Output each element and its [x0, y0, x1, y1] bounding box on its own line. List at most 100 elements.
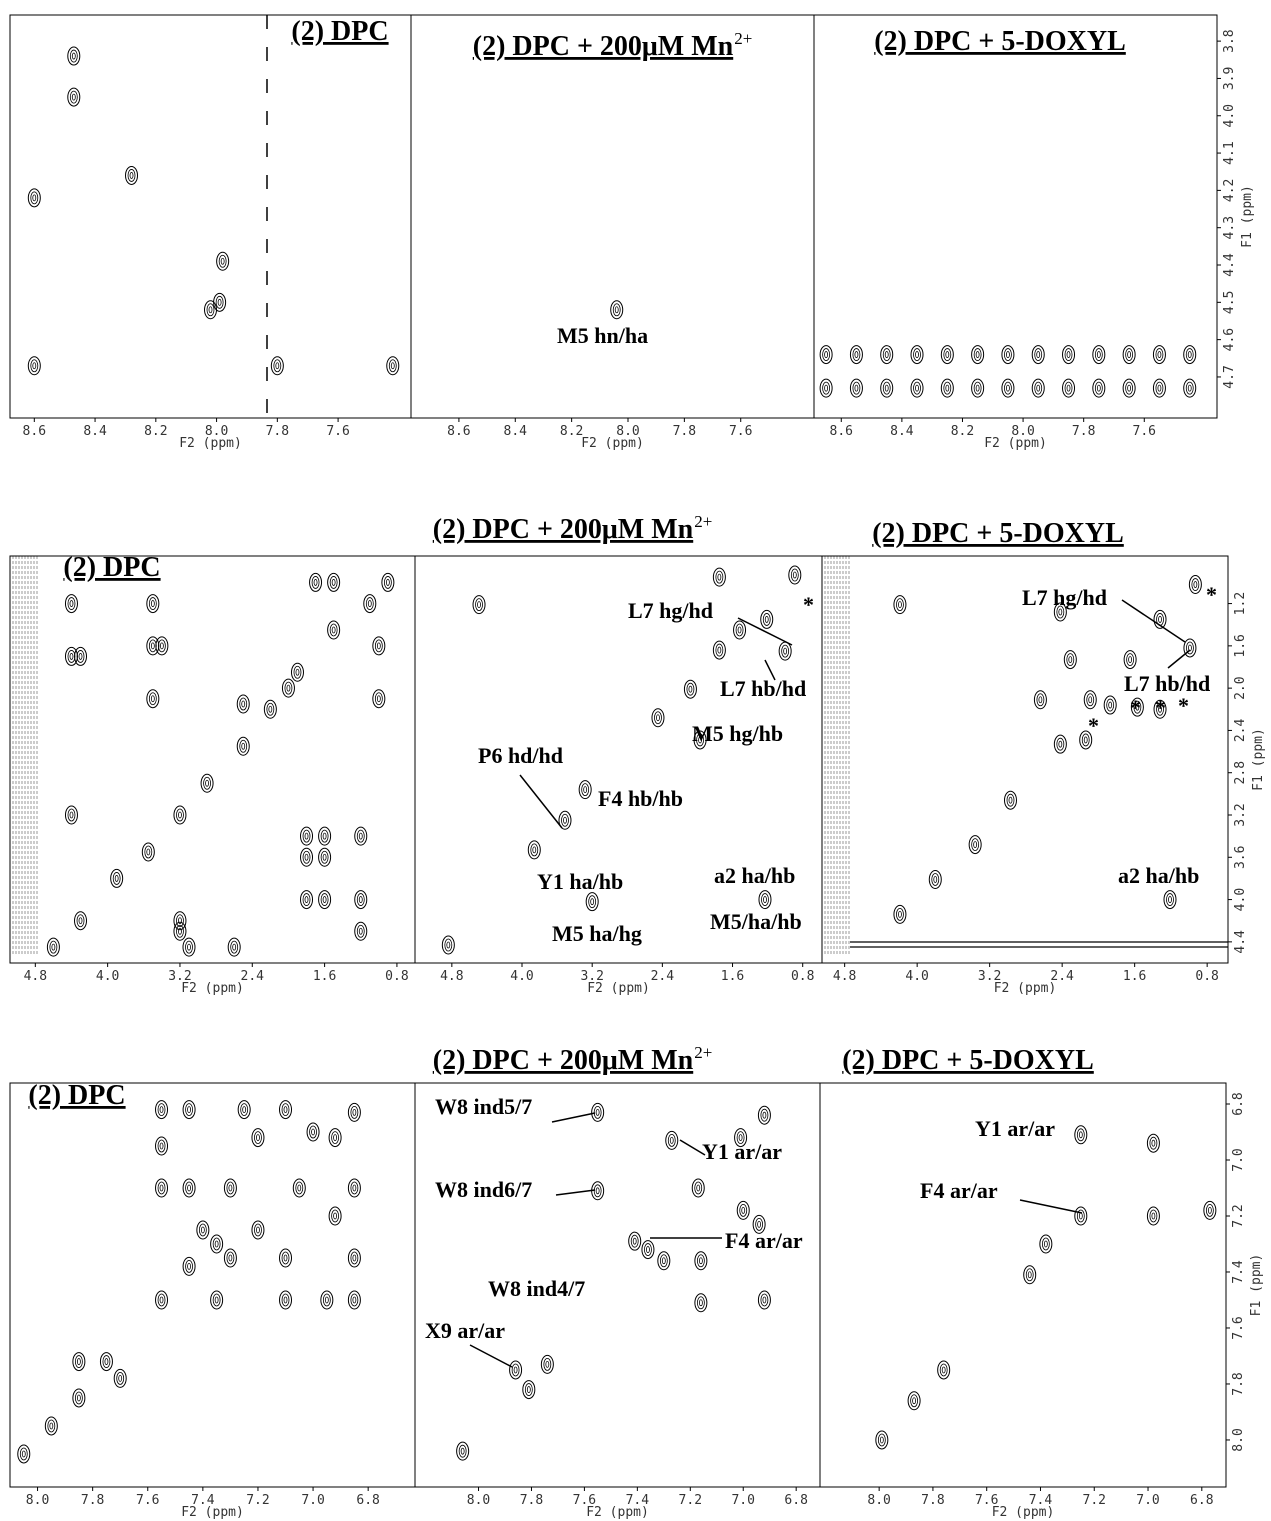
y-tick-label: 2.0	[1233, 676, 1248, 699]
contour-ring	[323, 1294, 330, 1306]
x-tick-label: 7.0	[731, 1493, 754, 1508]
x-tick-label: 7.8	[673, 424, 696, 439]
contour-ring	[201, 1227, 204, 1233]
contour-ring	[185, 941, 192, 953]
contour-ring	[158, 1140, 165, 1152]
figure: 8.68.48.28.07.87.6F2 (ppm)(2) DPC8.68.48…	[0, 0, 1271, 1521]
y-axis-label: F1 (ppm)	[1251, 728, 1266, 791]
contour-ring	[1157, 613, 1164, 625]
contour-ring	[160, 643, 163, 649]
contour-ring	[149, 640, 156, 652]
contour-ring	[70, 50, 77, 62]
x-tick-label: 7.2	[679, 1493, 702, 1508]
contour-ring	[50, 1423, 53, 1429]
contour-ring	[944, 349, 951, 361]
contour-ring	[79, 653, 82, 659]
leader-line	[556, 1190, 595, 1195]
x-axis-label: F2 (ppm)	[994, 981, 1057, 996]
contour-ring	[256, 1135, 259, 1141]
contour-ring	[105, 1359, 108, 1365]
contour-ring	[1006, 352, 1009, 358]
contour-ring	[1079, 1213, 1082, 1219]
contour-ring	[151, 601, 154, 607]
contour-ring	[77, 650, 84, 662]
contour-ring	[267, 703, 274, 715]
x-tick-label: 7.6	[326, 424, 349, 439]
contour-ring	[368, 601, 371, 607]
contour-ring	[670, 1137, 673, 1143]
contour-ring	[130, 172, 133, 178]
x-tick-label: 1.6	[313, 969, 336, 984]
contour-ring	[644, 1244, 651, 1256]
contour-ring	[1186, 382, 1193, 394]
contour-ring	[1107, 699, 1114, 711]
contour-ring	[761, 1109, 768, 1121]
x-axis-label: F2 (ppm)	[179, 436, 242, 451]
x-tick-label: 7.8	[81, 1493, 104, 1508]
peak-annotation: L7 hb/hd	[720, 676, 806, 701]
contour-ring	[240, 698, 247, 710]
x-tick-label: 7.0	[301, 1493, 324, 1508]
contour-ring	[1009, 797, 1012, 803]
y-tick-label: 8.0	[1231, 1428, 1246, 1451]
contour-ring	[563, 817, 566, 823]
contour-ring	[33, 195, 36, 201]
contour-ring	[596, 1188, 599, 1194]
contour-ring	[332, 1210, 339, 1222]
contour-ring	[934, 876, 937, 882]
contour-ring	[1035, 349, 1042, 361]
contour-ring	[531, 844, 538, 856]
contour-ring	[1150, 1137, 1157, 1149]
contour-ring	[160, 1107, 163, 1113]
contour-ring	[699, 1300, 702, 1306]
peak-annotation: W8 ind5/7	[435, 1094, 532, 1119]
peak-annotation: L7 hb/hd	[1124, 671, 1210, 696]
contour-ring	[1186, 349, 1193, 361]
contour-ring	[914, 349, 921, 361]
contour-ring	[896, 908, 903, 920]
contour-ring	[1004, 382, 1011, 394]
contour-ring	[243, 1107, 246, 1113]
contour-ring	[68, 598, 75, 610]
contour-ring	[147, 849, 150, 855]
contour-ring	[186, 1104, 193, 1116]
x-tick-label: 7.8	[1072, 424, 1095, 439]
x-tick-label: 7.6	[1133, 424, 1156, 439]
contour-ring	[231, 941, 238, 953]
contour-ring	[1095, 382, 1102, 394]
contour-ring	[1095, 349, 1102, 361]
panel-title: (2) DPC + 5-DOXYL	[842, 1045, 1094, 1076]
y-tick-label: 3.2	[1233, 803, 1248, 826]
x-tick-label: 8.6	[23, 424, 46, 439]
contour-ring	[913, 1398, 916, 1404]
y-tick-label: 7.2	[1231, 1204, 1246, 1227]
peak-annotation: *	[1178, 693, 1189, 718]
contour-ring	[940, 1364, 947, 1376]
contour-ring	[1084, 737, 1087, 743]
contour-ring	[206, 780, 209, 786]
leader-line	[470, 1345, 512, 1367]
contour-ring	[285, 682, 292, 694]
y-tick-label: 4.3	[1222, 216, 1237, 239]
contour-ring	[332, 579, 335, 585]
contour-ring	[282, 1104, 289, 1116]
contour-ring	[149, 598, 156, 610]
contour-ring	[353, 1109, 356, 1115]
y-tick-label: 4.1	[1222, 141, 1237, 164]
contour-ring	[33, 363, 36, 369]
contour-ring	[946, 352, 949, 358]
contour-ring	[972, 839, 979, 851]
contour-ring	[77, 1359, 80, 1365]
contour-ring	[885, 352, 888, 358]
contour-ring	[284, 1297, 287, 1303]
contour-ring	[476, 599, 483, 611]
panel-title: (2) DPC + 200μM Mn	[433, 514, 694, 545]
contour-ring	[282, 1252, 289, 1264]
contour-ring	[974, 842, 977, 848]
contour-ring	[294, 666, 301, 678]
contour-ring	[323, 833, 326, 839]
x-tick-label: 6.8	[356, 1493, 379, 1508]
contour-ring	[229, 1185, 232, 1191]
x-tick-label: 7.0	[1136, 1493, 1159, 1508]
y-tick-label: 4.6	[1222, 328, 1237, 351]
